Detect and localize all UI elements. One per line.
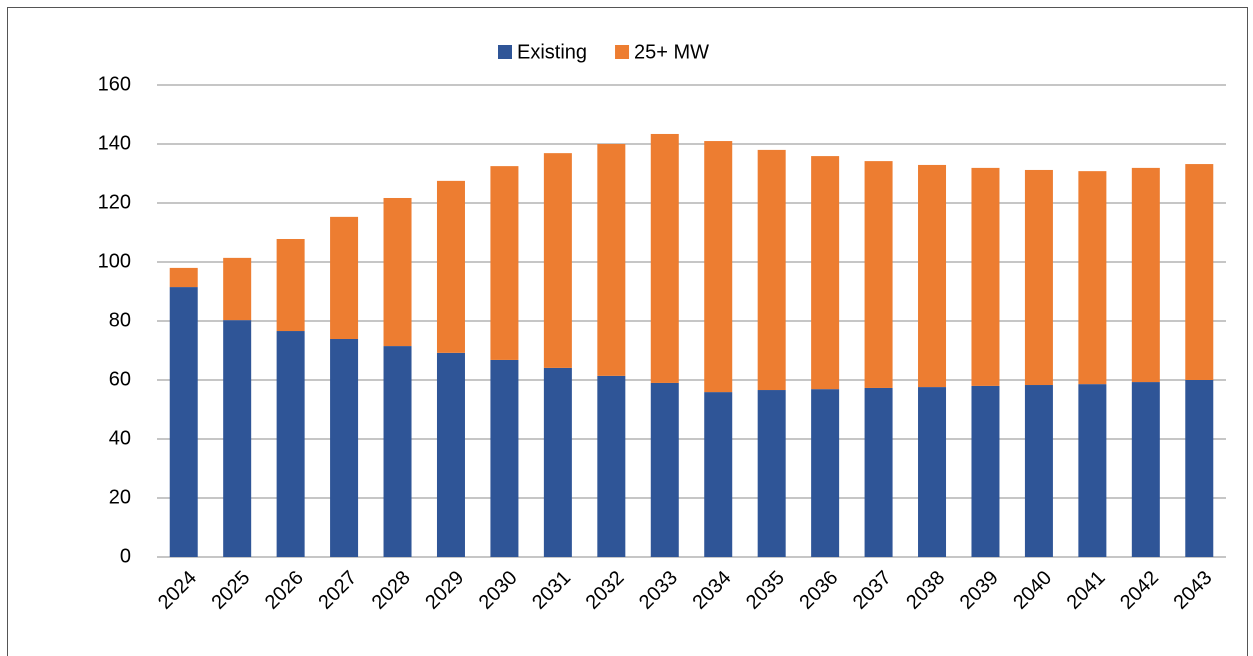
bar-segment: [169, 267, 198, 288]
y-tick-label: 40: [109, 427, 131, 449]
x-tick-label: 2036: [795, 567, 842, 614]
bar-segment: [971, 167, 1000, 386]
bar-segment: [1131, 382, 1160, 557]
x-tick-label: 2025: [207, 567, 254, 614]
bar-segment: [918, 164, 947, 388]
bar-segment: [276, 238, 305, 332]
bar-segment: [436, 352, 465, 557]
bar-segment: [864, 387, 893, 557]
y-tick-label: 120: [98, 191, 131, 213]
bar-segment: [650, 382, 679, 557]
x-tick-label: 2042: [1116, 567, 1163, 614]
bar-segment: [383, 346, 412, 557]
x-tick-label: 2039: [956, 567, 1003, 614]
y-tick-label: 0: [120, 545, 131, 567]
bar-segment: [1024, 385, 1053, 557]
x-tick-label: 2032: [582, 567, 629, 614]
bar-segment: [811, 389, 840, 557]
bar-segment: [597, 375, 626, 557]
bar-segment: [330, 216, 359, 339]
x-tick-label: 2033: [635, 567, 682, 614]
bar-segment: [704, 141, 733, 393]
x-tick-label: 2031: [528, 567, 575, 614]
bar-segment: [223, 257, 252, 321]
bar-segment: [757, 390, 786, 557]
bar-segment: [1078, 171, 1107, 385]
bar-segment: [490, 166, 519, 360]
x-tick-label: 2024: [154, 567, 201, 614]
bar-segment: [918, 387, 947, 557]
y-tick-label: 100: [98, 250, 131, 272]
bar-segment: [169, 287, 198, 557]
x-tick-label: 2038: [902, 567, 949, 614]
bar-segment: [1078, 384, 1107, 557]
bar-segment: [543, 367, 572, 557]
bar-segment: [330, 338, 359, 557]
legend-label: 25+ MW: [634, 41, 709, 63]
x-tick-label: 2029: [421, 567, 468, 614]
x-tick-label: 2028: [368, 567, 415, 614]
bar-segment: [383, 197, 412, 347]
bar-segment: [757, 149, 786, 391]
bar-segment: [864, 161, 893, 388]
y-tick-label: 60: [109, 368, 131, 390]
bar-segment: [704, 392, 733, 557]
legend-swatch: [498, 45, 512, 59]
chart-border: [7, 7, 1248, 656]
y-tick-label: 140: [98, 132, 131, 154]
y-tick-label: 80: [109, 309, 131, 331]
x-tick-label: 2037: [849, 567, 896, 614]
bar-segment: [1024, 169, 1053, 386]
bar-segment: [223, 320, 252, 557]
legend-swatch: [615, 45, 630, 59]
bar-segment: [490, 359, 519, 557]
bar-segment: [971, 385, 1000, 557]
bar-segment: [436, 180, 465, 353]
bar-segment: [1185, 164, 1214, 380]
x-tick-label: 2026: [261, 567, 308, 614]
legend-label: Existing: [517, 41, 587, 63]
bar-segment: [1185, 380, 1214, 557]
bar-segment: [543, 153, 572, 368]
x-tick-label: 2034: [688, 567, 735, 614]
bar-segment: [597, 144, 626, 376]
x-tick-label: 2030: [475, 567, 522, 614]
x-tick-label: 2035: [742, 567, 789, 614]
x-tick-label: 2043: [1170, 567, 1217, 614]
bar-segment: [1131, 167, 1160, 383]
bar-segment: [811, 156, 840, 390]
y-tick-label: 160: [98, 73, 131, 95]
x-tick-label: 2027: [314, 567, 361, 614]
bar-segment: [276, 331, 305, 557]
x-tick-label: 2040: [1009, 567, 1056, 614]
x-tick-label: 2041: [1063, 567, 1110, 614]
y-tick-label: 20: [109, 486, 131, 508]
bar-segment: [650, 133, 679, 383]
